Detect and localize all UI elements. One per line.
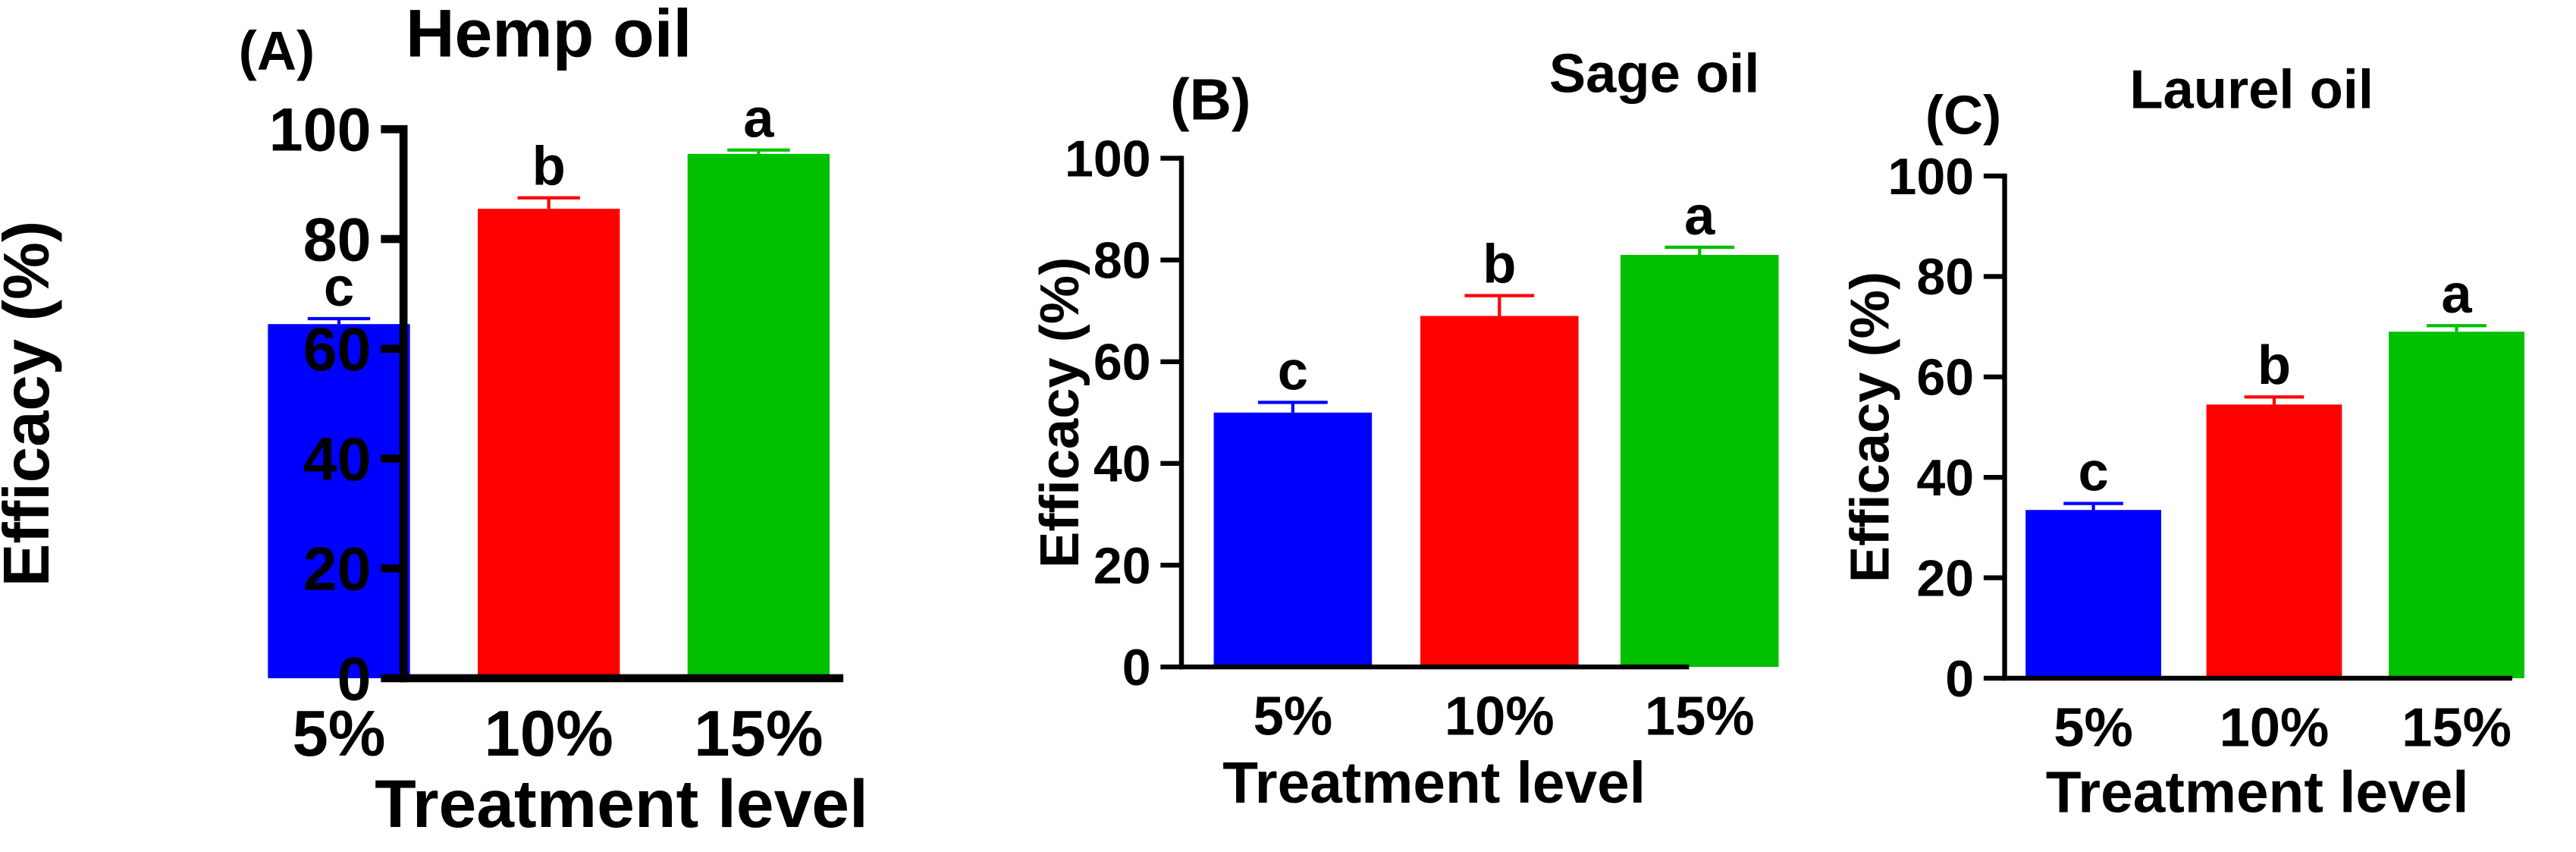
chart-panel-b: (B) Sage oil c 5% b 10% a 15% 0 20 40 60 80 100 Treatm… <box>1029 42 1779 816</box>
significance-letter: c <box>324 256 354 318</box>
chart-panel-c: (C) Laurel oil c 5% b 10% a 15% 0 20 40 60 80 100 Trea… <box>1839 59 2524 825</box>
bar-5pct <box>268 324 410 678</box>
x-tick-label: 10% <box>484 698 613 770</box>
significance-letter: a <box>2441 263 2472 325</box>
significance-letter: b <box>532 136 566 197</box>
bar-5pct <box>2025 510 2161 678</box>
chart-panel-a: (A) Hemp oil c 5% b 10% a 15% 0 20 40 60 80 100 Treatm… <box>0 0 868 841</box>
bar-10pct <box>2206 404 2342 678</box>
panel-label: (C) <box>1925 85 2001 146</box>
bar-15pct <box>687 153 830 678</box>
bar-10pct <box>478 209 620 678</box>
y-tick-label: 100 <box>269 96 372 165</box>
significance-letter: b <box>1483 234 1516 295</box>
bar-15pct <box>2389 332 2524 678</box>
y-tick-label: 20 <box>303 536 372 604</box>
chart-title: Sage oil <box>1549 42 1759 104</box>
x-axis-title: Treatment level <box>2046 761 2469 825</box>
y-tick-label: 40 <box>1093 435 1151 493</box>
panel-label: (B) <box>1170 68 1250 133</box>
y-tick-label: 100 <box>1065 130 1151 187</box>
y-tick-label: 80 <box>303 206 372 274</box>
y-tick-label: 80 <box>1916 248 1974 306</box>
chart-title: Laurel oil <box>2129 59 2374 121</box>
y-tick-label: 60 <box>1093 334 1151 391</box>
x-tick-label: 5% <box>292 698 385 770</box>
y-axis-title: Efficacy (%) <box>1839 272 1900 583</box>
x-tick-label: 5% <box>2054 696 2133 758</box>
y-tick-label: 80 <box>1093 232 1151 290</box>
x-tick-label: 10% <box>1445 685 1555 747</box>
x-axis-title: Treatment level <box>375 766 868 841</box>
figure-root: (A) Hemp oil c 5% b 10% a 15% 0 20 40 60 80 100 Treatm… <box>0 0 2524 841</box>
x-tick-label: 15% <box>694 698 823 770</box>
x-tick-label: 15% <box>1645 685 1755 747</box>
bar-15pct <box>1620 254 1779 668</box>
significance-letter: a <box>743 88 774 149</box>
significance-letter: b <box>2258 335 2291 396</box>
panel-label: (A) <box>239 20 315 82</box>
y-tick-label: 20 <box>1093 537 1151 595</box>
chart-title: Hemp oil <box>406 0 692 71</box>
bar-5pct <box>1213 412 1373 668</box>
y-tick-label: 100 <box>1887 148 1974 206</box>
y-tick-label: 60 <box>1916 349 1974 407</box>
y-axis-title: Efficacy (%) <box>1029 257 1090 568</box>
x-tick-label: 5% <box>1253 685 1333 747</box>
y-tick-label: 40 <box>303 426 372 494</box>
significance-letter: a <box>1684 185 1715 247</box>
y-tick-label: 0 <box>1122 639 1151 696</box>
y-tick-label: 40 <box>1916 449 1974 507</box>
y-tick-label: 60 <box>303 316 372 384</box>
x-tick-label: 15% <box>2402 696 2512 758</box>
significance-letter: c <box>2078 442 2108 503</box>
y-axis-title: Efficacy (%) <box>0 221 63 587</box>
x-tick-label: 10% <box>2220 696 2330 758</box>
x-axis-title: Treatment level <box>1222 751 1646 816</box>
significance-letter: c <box>1278 340 1308 401</box>
y-tick-label: 0 <box>1945 650 1974 708</box>
y-tick-label: 0 <box>337 645 372 713</box>
bar-10pct <box>1420 316 1579 668</box>
y-tick-label: 20 <box>1916 549 1974 607</box>
